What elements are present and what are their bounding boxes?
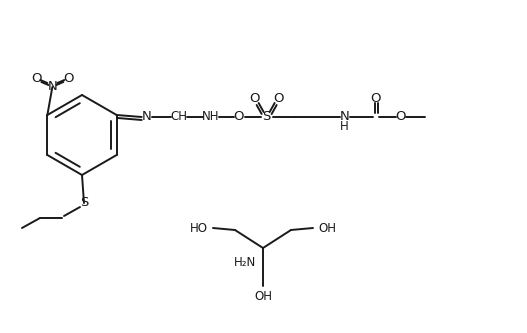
Text: O: O [63,73,74,86]
Text: O: O [274,93,284,106]
Text: S: S [80,196,88,209]
Text: O: O [31,73,42,86]
Text: N: N [47,80,57,93]
Text: HO: HO [190,221,208,234]
Text: NH: NH [202,111,219,124]
Text: S: S [262,111,271,124]
Text: H: H [340,121,349,134]
Text: O: O [249,93,260,106]
Text: N: N [340,111,349,124]
Text: OH: OH [318,221,336,234]
Text: O: O [370,93,381,106]
Text: CH: CH [170,111,187,124]
Text: OH: OH [254,289,272,302]
Text: O: O [395,111,406,124]
Text: H₂N: H₂N [234,255,256,268]
Text: O: O [233,111,244,124]
Text: N: N [142,111,152,124]
